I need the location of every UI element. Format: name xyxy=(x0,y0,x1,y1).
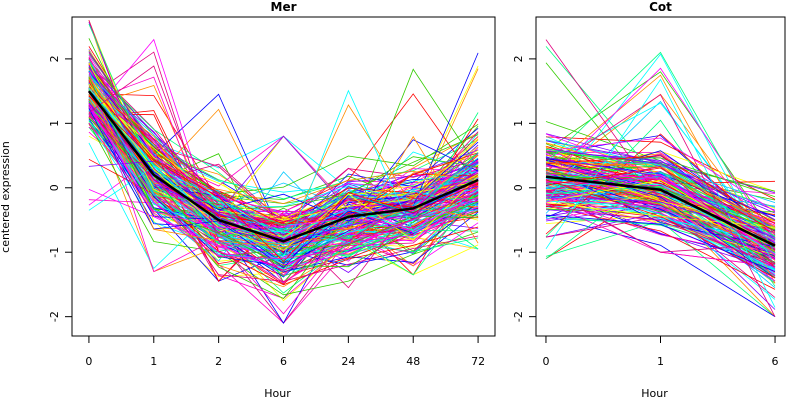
profile-line xyxy=(545,67,776,241)
profile-line xyxy=(88,105,479,229)
profile-line xyxy=(545,215,776,318)
profile-line xyxy=(88,83,479,261)
x-tick-label: 0 xyxy=(542,355,549,368)
y-tick-label: -1 xyxy=(48,247,61,258)
profile-lines xyxy=(88,20,479,324)
profile-line xyxy=(88,122,479,260)
y-tick-label: -2 xyxy=(48,311,61,322)
mean-series-line xyxy=(87,90,479,243)
profile-line xyxy=(88,83,479,252)
profile-line xyxy=(88,77,479,268)
profile-line xyxy=(88,87,479,283)
x-tick-label: 24 xyxy=(341,355,355,368)
chart-title: Mer xyxy=(271,0,297,14)
profile-line xyxy=(545,167,776,232)
profile-line xyxy=(545,137,776,212)
profile-line xyxy=(88,71,479,248)
profile-line xyxy=(545,194,776,247)
chart-title: Cot xyxy=(649,0,672,14)
y-tick-label: 1 xyxy=(512,120,525,127)
y-tick-label: -1 xyxy=(512,247,525,258)
profile-line xyxy=(88,100,479,235)
profile-line xyxy=(88,95,479,263)
profile-line xyxy=(545,165,776,265)
y-tick-label: 0 xyxy=(512,184,525,191)
profile-line xyxy=(88,98,479,288)
profile-line xyxy=(545,195,776,238)
x-tick-label: 0 xyxy=(85,355,92,368)
profile-line xyxy=(545,133,776,256)
profile-line xyxy=(545,155,776,225)
y-tick-label: -2 xyxy=(512,311,525,322)
profile-line xyxy=(88,58,479,213)
x-axis-title: Hour xyxy=(641,387,668,400)
profile-line xyxy=(88,66,479,210)
profile-line xyxy=(545,161,776,229)
profile-line xyxy=(545,191,776,251)
profile-line xyxy=(545,71,776,236)
profile-line xyxy=(88,83,479,234)
y-tick-label: 1 xyxy=(48,120,61,127)
profile-line xyxy=(88,87,479,239)
y-tick-label: 2 xyxy=(48,55,61,62)
profile-line xyxy=(88,89,479,221)
profile-line xyxy=(545,205,776,265)
profile-line xyxy=(88,76,479,205)
profile-line xyxy=(88,112,479,222)
profile-line xyxy=(88,111,479,242)
profile-line xyxy=(88,108,479,268)
x-tick-label: 1 xyxy=(150,355,157,368)
profile-line xyxy=(88,122,479,296)
profile-line xyxy=(88,91,479,245)
profile-line xyxy=(545,46,776,229)
profile-line xyxy=(545,205,776,290)
profile-line xyxy=(545,150,776,231)
profile-line xyxy=(88,65,479,271)
profile-line xyxy=(88,77,479,246)
profile-line xyxy=(545,200,776,271)
profile-line xyxy=(545,188,776,253)
x-tick-label: 48 xyxy=(406,355,420,368)
y-axis-title: centered expression xyxy=(0,141,12,253)
y-tick-label: 2 xyxy=(512,55,525,62)
x-tick-label: 6 xyxy=(772,355,779,368)
profile-line xyxy=(545,157,776,240)
profile-lines xyxy=(545,39,776,318)
profile-line xyxy=(88,83,479,225)
profile-line xyxy=(545,179,776,248)
profile-line xyxy=(545,186,776,243)
profile-line xyxy=(545,39,776,233)
profile-line xyxy=(88,81,479,219)
profile-line xyxy=(545,151,776,221)
profile-line xyxy=(88,82,479,214)
profile-line xyxy=(545,157,776,198)
x-tick-label: 2 xyxy=(215,355,222,368)
profile-line xyxy=(545,214,776,272)
profile-line xyxy=(545,197,776,259)
y-tick-label: 0 xyxy=(48,184,61,191)
profile-line xyxy=(545,167,776,248)
chart-panel-mer: Mer 0 1 2 6 24 48 72 -2 -1 0 1 2 Hour xyxy=(48,0,496,400)
profile-line xyxy=(545,202,776,228)
x-axis-title: Hour xyxy=(264,387,291,400)
chart-panel-cot: Cot 0 1 6 -2 -1 0 1 2 Hour xyxy=(512,0,786,400)
x-tick-label: 1 xyxy=(657,355,664,368)
x-tick-label: 72 xyxy=(471,355,485,368)
profile-line xyxy=(88,120,479,262)
mean-series-line xyxy=(545,175,776,247)
profile-line xyxy=(545,51,776,254)
profile-line xyxy=(545,168,776,239)
profile-line xyxy=(545,172,776,231)
x-tick-label: 6 xyxy=(280,355,287,368)
profile-line xyxy=(88,89,479,258)
profile-line xyxy=(545,172,776,237)
profile-line xyxy=(88,80,479,225)
